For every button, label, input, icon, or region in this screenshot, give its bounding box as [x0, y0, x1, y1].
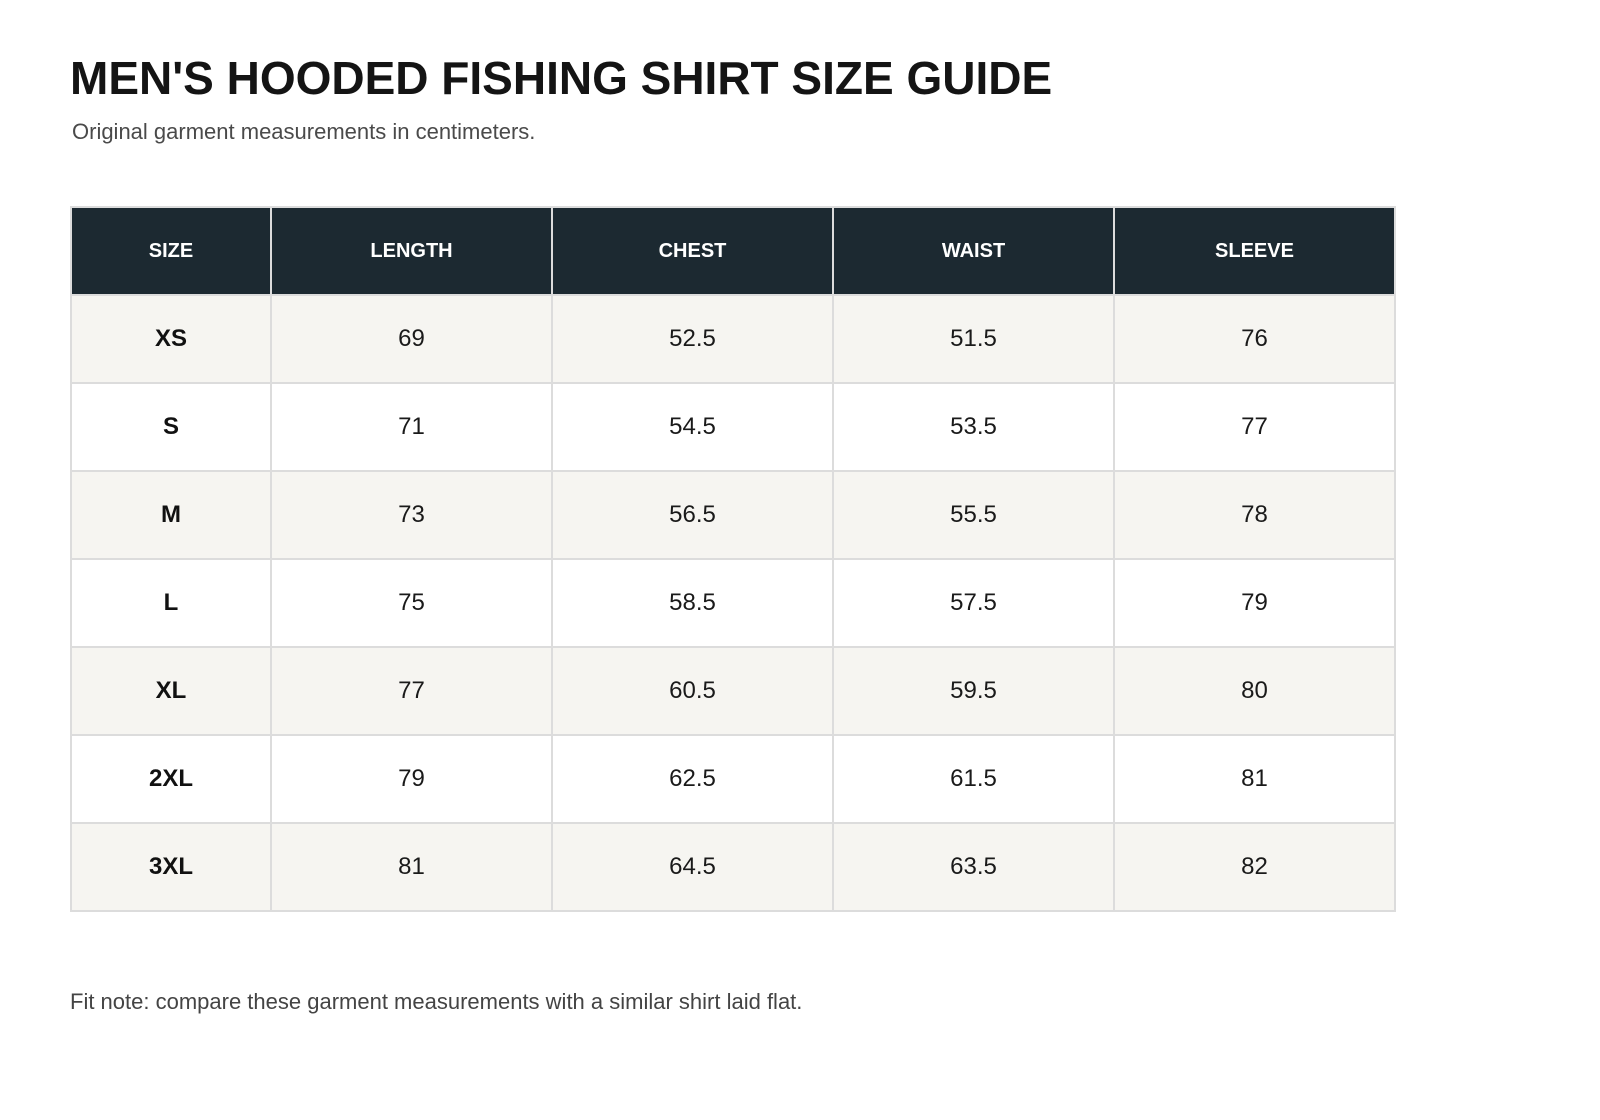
chest-cell: 54.5	[551, 382, 834, 472]
length-cell: 73	[270, 470, 553, 560]
sleeve-cell: 81	[1113, 734, 1396, 824]
length-cell: 77	[270, 646, 553, 736]
table-row: XL 77 60.5 59.5 80	[70, 646, 1396, 736]
chest-cell: 52.5	[551, 294, 834, 384]
fit-note: Fit note: compare these garment measurem…	[70, 989, 803, 1014]
chest-cell: 64.5	[551, 822, 834, 912]
page-subtitle: Original garment measurements in centime…	[72, 119, 536, 144]
table-row: XS 69 52.5 51.5 76	[70, 294, 1396, 384]
table-row: S 71 54.5 53.5 77	[70, 382, 1396, 472]
size-cell: 2XL	[70, 734, 272, 824]
chest-cell: 62.5	[551, 734, 834, 824]
sleeve-cell: 80	[1113, 646, 1396, 736]
waist-cell: 51.5	[832, 294, 1115, 384]
chest-cell: 58.5	[551, 558, 834, 648]
page-title: MEN'S HOODED FISHING SHIRT SIZE GUIDE	[70, 52, 1053, 104]
chest-cell: 60.5	[551, 646, 834, 736]
size-guide-table: SIZE LENGTH CHEST WAIST SLEEVE XS 69 52.…	[70, 206, 1396, 912]
table-header: SIZE LENGTH CHEST WAIST SLEEVE	[70, 206, 1396, 296]
length-cell: 75	[270, 558, 553, 648]
sleeve-cell: 79	[1113, 558, 1396, 648]
chest-cell: 56.5	[551, 470, 834, 560]
table-row: 2XL 79 62.5 61.5 81	[70, 734, 1396, 824]
length-cell: 79	[270, 734, 553, 824]
waist-cell: 55.5	[832, 470, 1115, 560]
sleeve-cell: 76	[1113, 294, 1396, 384]
table-body: XS 69 52.5 51.5 76 S 71 54.5 53.5 77 M 7…	[70, 294, 1396, 912]
waist-cell: 59.5	[832, 646, 1115, 736]
waist-cell: 61.5	[832, 734, 1115, 824]
size-cell: XL	[70, 646, 272, 736]
size-cell: M	[70, 470, 272, 560]
size-cell: L	[70, 558, 272, 648]
column-header-length: LENGTH	[270, 206, 553, 296]
sleeve-cell: 77	[1113, 382, 1396, 472]
column-header-sleeve: SLEEVE	[1113, 206, 1396, 296]
column-header-size: SIZE	[70, 206, 272, 296]
size-cell: S	[70, 382, 272, 472]
length-cell: 69	[270, 294, 553, 384]
table-row: L 75 58.5 57.5 79	[70, 558, 1396, 648]
table-header-row: SIZE LENGTH CHEST WAIST SLEEVE	[70, 206, 1396, 296]
column-header-waist: WAIST	[832, 206, 1115, 296]
waist-cell: 57.5	[832, 558, 1115, 648]
table-row: M 73 56.5 55.5 78	[70, 470, 1396, 560]
waist-cell: 53.5	[832, 382, 1115, 472]
sleeve-cell: 78	[1113, 470, 1396, 560]
table-row: 3XL 81 64.5 63.5 82	[70, 822, 1396, 912]
column-header-chest: CHEST	[551, 206, 834, 296]
length-cell: 81	[270, 822, 553, 912]
sleeve-cell: 82	[1113, 822, 1396, 912]
size-cell: XS	[70, 294, 272, 384]
waist-cell: 63.5	[832, 822, 1115, 912]
size-cell: 3XL	[70, 822, 272, 912]
length-cell: 71	[270, 382, 553, 472]
